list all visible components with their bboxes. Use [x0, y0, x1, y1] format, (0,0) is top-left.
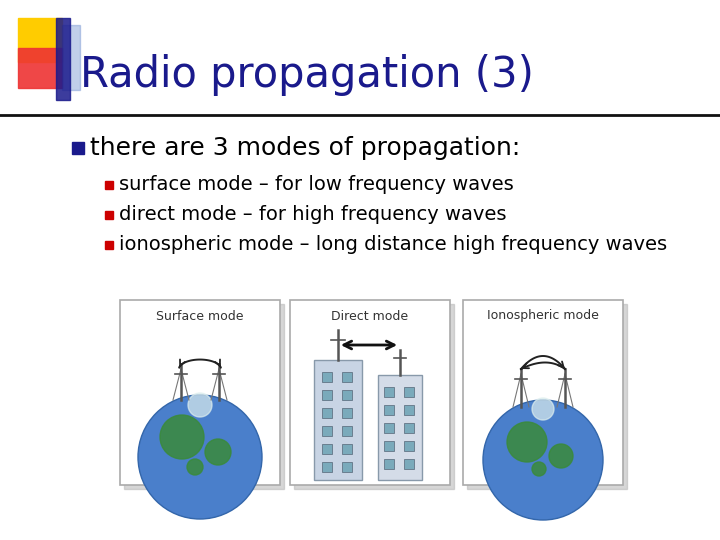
Bar: [404, 459, 414, 469]
Circle shape: [188, 393, 212, 417]
Circle shape: [532, 398, 554, 420]
Text: Radio propagation (3): Radio propagation (3): [80, 54, 534, 96]
Bar: [322, 444, 332, 454]
Bar: [294, 304, 454, 489]
Bar: [384, 387, 394, 397]
Bar: [404, 441, 414, 451]
Circle shape: [160, 415, 204, 459]
Bar: [404, 405, 414, 415]
Bar: [18, 18, 62, 62]
Bar: [342, 444, 352, 454]
Circle shape: [205, 439, 231, 465]
Bar: [124, 304, 284, 489]
Bar: [105, 241, 113, 249]
Text: direct mode – for high frequency waves: direct mode – for high frequency waves: [119, 206, 506, 225]
Circle shape: [507, 422, 547, 462]
Bar: [62, 25, 80, 90]
Bar: [322, 372, 332, 382]
Bar: [290, 300, 450, 485]
Text: Ionospheric mode: Ionospheric mode: [487, 309, 599, 322]
Text: Direct mode: Direct mode: [331, 309, 408, 322]
Bar: [384, 405, 394, 415]
Bar: [342, 462, 352, 472]
Bar: [314, 360, 362, 480]
Circle shape: [549, 444, 573, 468]
Bar: [105, 181, 113, 189]
Bar: [404, 387, 414, 397]
Text: Surface mode: Surface mode: [156, 309, 244, 322]
Bar: [105, 211, 113, 219]
Circle shape: [187, 459, 203, 475]
Circle shape: [483, 400, 603, 520]
Bar: [322, 408, 332, 418]
Text: ionospheric mode – long distance high frequency waves: ionospheric mode – long distance high fr…: [119, 235, 667, 254]
Bar: [342, 372, 352, 382]
Bar: [342, 426, 352, 436]
Bar: [384, 459, 394, 469]
Circle shape: [138, 395, 262, 519]
Bar: [378, 375, 422, 480]
Bar: [467, 304, 627, 489]
Bar: [72, 142, 84, 154]
Circle shape: [532, 462, 546, 476]
Bar: [322, 426, 332, 436]
Bar: [18, 48, 62, 88]
Bar: [342, 408, 352, 418]
Bar: [463, 300, 623, 485]
Bar: [342, 390, 352, 400]
Bar: [56, 18, 70, 100]
Bar: [120, 300, 280, 485]
Bar: [322, 462, 332, 472]
Bar: [404, 423, 414, 433]
Bar: [322, 390, 332, 400]
Bar: [384, 423, 394, 433]
Text: there are 3 modes of propagation:: there are 3 modes of propagation:: [90, 136, 521, 160]
Bar: [384, 441, 394, 451]
Text: surface mode – for low frequency waves: surface mode – for low frequency waves: [119, 176, 514, 194]
